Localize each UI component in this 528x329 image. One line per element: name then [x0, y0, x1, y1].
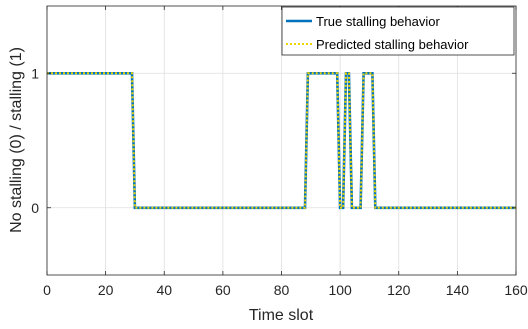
x-tick-label: 40: [156, 282, 172, 298]
legend-label-predicted: Predicted stalling behavior: [316, 37, 469, 52]
y-tick-label: 0: [31, 200, 39, 216]
x-tick-label: 120: [387, 282, 411, 298]
x-tick-label: 0: [43, 282, 51, 298]
ticks: 0 20 40 60 80 100 120 140 160 0 1: [31, 6, 528, 298]
series-lines: [47, 72, 516, 210]
legend-label-true: True stalling behavior: [316, 14, 440, 29]
series-predicted-line: [47, 72, 516, 209]
x-tick-label: 160: [504, 282, 528, 298]
x-axis-label: Time slot: [249, 307, 314, 324]
legend-box: [281, 6, 515, 56]
y-tick-label: 1: [31, 65, 39, 81]
legend: True stalling behavior Predicted stallin…: [281, 6, 515, 56]
y-axis-label: No stalling (0) / stalling (1): [8, 47, 25, 233]
x-tick-label: 140: [446, 282, 470, 298]
x-tick-label: 60: [215, 282, 231, 298]
x-tick-label: 20: [98, 282, 114, 298]
x-tick-label: 100: [328, 282, 352, 298]
x-tick-label: 80: [274, 282, 290, 298]
